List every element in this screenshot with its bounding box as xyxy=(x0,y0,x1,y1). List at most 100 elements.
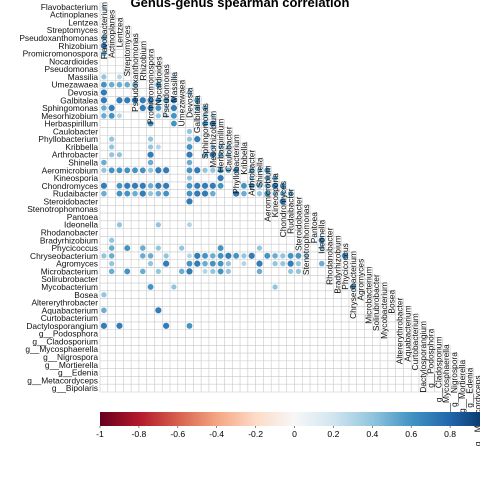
correlation-cells xyxy=(100,4,356,329)
correlation-cell xyxy=(101,307,107,314)
correlation-cell xyxy=(100,81,107,88)
row-label: Rhizobium xyxy=(58,41,98,51)
column-label: Mycobacterium xyxy=(379,282,389,339)
row-label: Bradyrhizobium xyxy=(40,235,98,245)
correlation-cell xyxy=(116,167,123,174)
correlation-cell xyxy=(194,190,201,197)
row-label: Dactylosporangium xyxy=(26,321,98,331)
row-label: Actinoplanes xyxy=(50,10,98,20)
correlation-cell xyxy=(139,97,146,104)
correlation-cell xyxy=(140,253,146,259)
correlation-cell xyxy=(116,97,123,104)
colorbar-tick-label: 0 xyxy=(292,429,297,439)
correlation-cell xyxy=(131,182,139,189)
correlation-cell xyxy=(147,253,154,259)
correlation-cell xyxy=(124,268,131,275)
correlation-cell xyxy=(271,182,279,189)
colorbar: -1-0.8-0.6-0.4-0.200.20.40.60.81 xyxy=(96,412,480,439)
row-label: Phycicoccus xyxy=(51,243,98,253)
column-label: Galbitalea xyxy=(192,95,202,133)
correlation-cell xyxy=(100,97,107,104)
correlation-cell xyxy=(147,191,154,197)
column-label: Bosea xyxy=(387,290,397,314)
column-label: Microbacterium xyxy=(363,267,373,324)
column-label: Devosia xyxy=(184,87,194,118)
column-label: Curtobacterium xyxy=(410,313,420,370)
correlation-cell xyxy=(295,268,302,275)
row-label: Nocardioides xyxy=(49,56,98,66)
correlation-cell xyxy=(194,252,201,259)
row-label: g__Cladosporium xyxy=(32,336,98,346)
correlation-cell xyxy=(116,152,123,158)
correlation-cell xyxy=(295,261,302,267)
column-label: Massilia xyxy=(169,72,179,103)
correlation-cell xyxy=(109,261,115,267)
row-label: Chondromyces xyxy=(42,181,98,191)
column-label: Chryseobacterium xyxy=(348,251,358,319)
correlation-cell xyxy=(117,74,122,80)
column-label: Stenotrophomonas xyxy=(301,204,311,275)
correlation-cell xyxy=(109,152,115,158)
correlation-cell xyxy=(132,167,138,174)
column-label: Streptomyces xyxy=(122,25,132,76)
row-label: g__Bipolaris xyxy=(52,383,98,393)
correlation-cell xyxy=(147,167,154,173)
correlation-cell xyxy=(349,284,356,290)
row-label: Chryseobacterium xyxy=(30,251,98,261)
correlation-cell xyxy=(202,252,208,259)
column-label: Rudaibacter xyxy=(286,189,296,234)
row-label: Phyllobacterium xyxy=(38,134,98,144)
correlation-cell xyxy=(241,261,247,267)
colorbar-tick-label: -1 xyxy=(96,429,104,439)
correlation-cell xyxy=(163,182,170,189)
row-label: g__Mycosphaerella xyxy=(25,344,98,354)
row-label: Kineosporia xyxy=(54,173,99,183)
correlation-cell xyxy=(163,167,170,174)
column-label: Umezawaea xyxy=(177,79,187,126)
column-label: Bradyrhizobium xyxy=(332,235,342,293)
correlation-cell xyxy=(210,190,216,197)
correlation-cell xyxy=(124,245,131,252)
column-label: Phyllobacterium xyxy=(231,134,241,194)
correlation-cell xyxy=(116,190,123,197)
correlation-cell xyxy=(217,252,224,259)
correlation-cell xyxy=(108,104,115,112)
column-label: Pseudoxanthomonas xyxy=(130,33,140,112)
correlation-cell xyxy=(194,260,201,267)
correlation-cell xyxy=(187,253,192,259)
correlation-cell xyxy=(100,182,107,189)
column-label: Altererythrobacter xyxy=(395,297,405,364)
correlation-cell xyxy=(209,120,216,127)
correlation-cell xyxy=(163,260,170,267)
correlation-cell xyxy=(225,167,232,174)
column-label: Dactylosporangium xyxy=(418,321,428,393)
row-label: Solirubrobacter xyxy=(41,274,98,284)
correlation-cell xyxy=(101,292,107,298)
column-label: g__Podosphora xyxy=(426,328,436,387)
correlation-cell xyxy=(116,81,123,88)
correlation-cell xyxy=(241,190,247,197)
column-label: Ideonella xyxy=(317,220,327,254)
correlation-cell xyxy=(202,260,208,267)
correlation-cell xyxy=(147,120,154,127)
row-label: Shinella xyxy=(68,157,98,167)
correlation-cell xyxy=(186,144,193,150)
correlation-cell xyxy=(108,167,115,174)
correlation-cell xyxy=(194,105,201,111)
correlation-cell xyxy=(279,182,286,189)
correlation-cell xyxy=(280,261,286,267)
correlation-cell xyxy=(241,182,247,189)
correlation-cell xyxy=(186,182,193,189)
correlation-cell xyxy=(155,105,162,111)
row-label: g__Podosphora xyxy=(39,329,98,339)
correlation-cell xyxy=(163,322,170,329)
correlation-cell xyxy=(194,136,201,143)
correlation-cell xyxy=(186,89,193,96)
correlation-cell xyxy=(155,222,161,228)
correlation-cell xyxy=(101,113,107,119)
row-label: Herbaspirillum xyxy=(44,119,98,129)
correlation-cell xyxy=(124,190,131,197)
correlation-cell xyxy=(163,105,169,111)
column-label: Sphingomonas xyxy=(200,103,210,159)
column-label: Actinoplanes xyxy=(107,10,117,58)
